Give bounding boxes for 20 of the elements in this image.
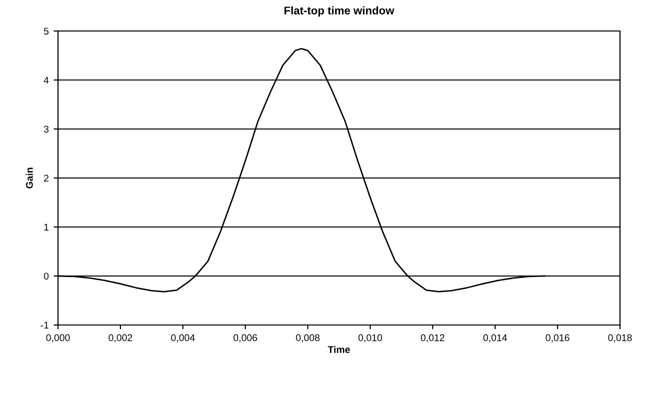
y-axis-title: Gain (26, 168, 33, 188)
x-tick-label: 0,012 (420, 334, 444, 342)
x-tick-label: 0,008 (296, 334, 320, 342)
y-tick-label: 2 (44, 174, 48, 182)
x-tick-label: 0,004 (171, 334, 195, 342)
y-tick-label: 3 (44, 126, 49, 133)
x-tick-label: 0,010 (358, 334, 382, 342)
y-tick-label: 5 (44, 28, 49, 35)
y-tick-label: 4 (44, 76, 49, 84)
x-tick-label: 0,002 (108, 334, 132, 342)
x-tick-label: 0,006 (234, 334, 258, 342)
x-tick-label: 0,000 (46, 334, 70, 342)
x-tick-label: 0,016 (546, 334, 570, 342)
x-tick-label: 0,014 (483, 334, 507, 342)
x-axis-title: Time (328, 346, 350, 354)
y-tick-label: -1 (40, 322, 48, 329)
chart-title: Flat-top time window (284, 6, 394, 17)
x-tick-label: 0,018 (608, 334, 632, 342)
y-tick-label: 0 (44, 272, 49, 280)
y-tick-label: 1 (44, 224, 48, 231)
